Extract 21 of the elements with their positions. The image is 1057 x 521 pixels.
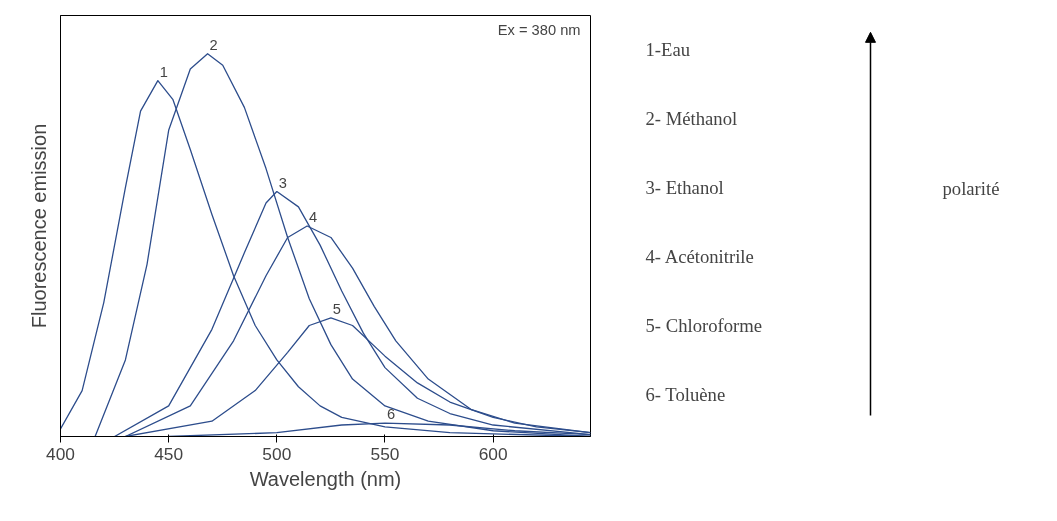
text: 2- Méthanol	[645, 107, 738, 129]
x-tick-label: 500	[262, 443, 292, 464]
series-label: 5	[332, 300, 341, 317]
x-tick-label: 550	[370, 443, 400, 464]
series-label: 1	[159, 63, 168, 80]
text: 6- Toluène	[645, 383, 726, 405]
x-tick-label: 400	[46, 443, 75, 464]
text: 1-Eau	[645, 38, 691, 60]
text: polarité	[942, 177, 1000, 199]
text: 3- Ethanol	[645, 176, 724, 198]
series-label: 6	[386, 406, 396, 423]
text: 4- Acétonitrile	[645, 245, 754, 267]
y-axis-title: Fluorescence emission	[27, 123, 50, 329]
series-label: 3	[278, 174, 287, 191]
series-label: 2	[209, 36, 218, 53]
text: 5- Chloroforme	[645, 314, 763, 336]
x-tick-label: 600	[478, 443, 508, 464]
text: Ex = 380 nm	[497, 21, 581, 38]
series-label: 4	[309, 209, 318, 225]
x-tick-label: 450	[154, 443, 184, 464]
x-axis-title: Wavelength (nm)	[249, 467, 402, 490]
